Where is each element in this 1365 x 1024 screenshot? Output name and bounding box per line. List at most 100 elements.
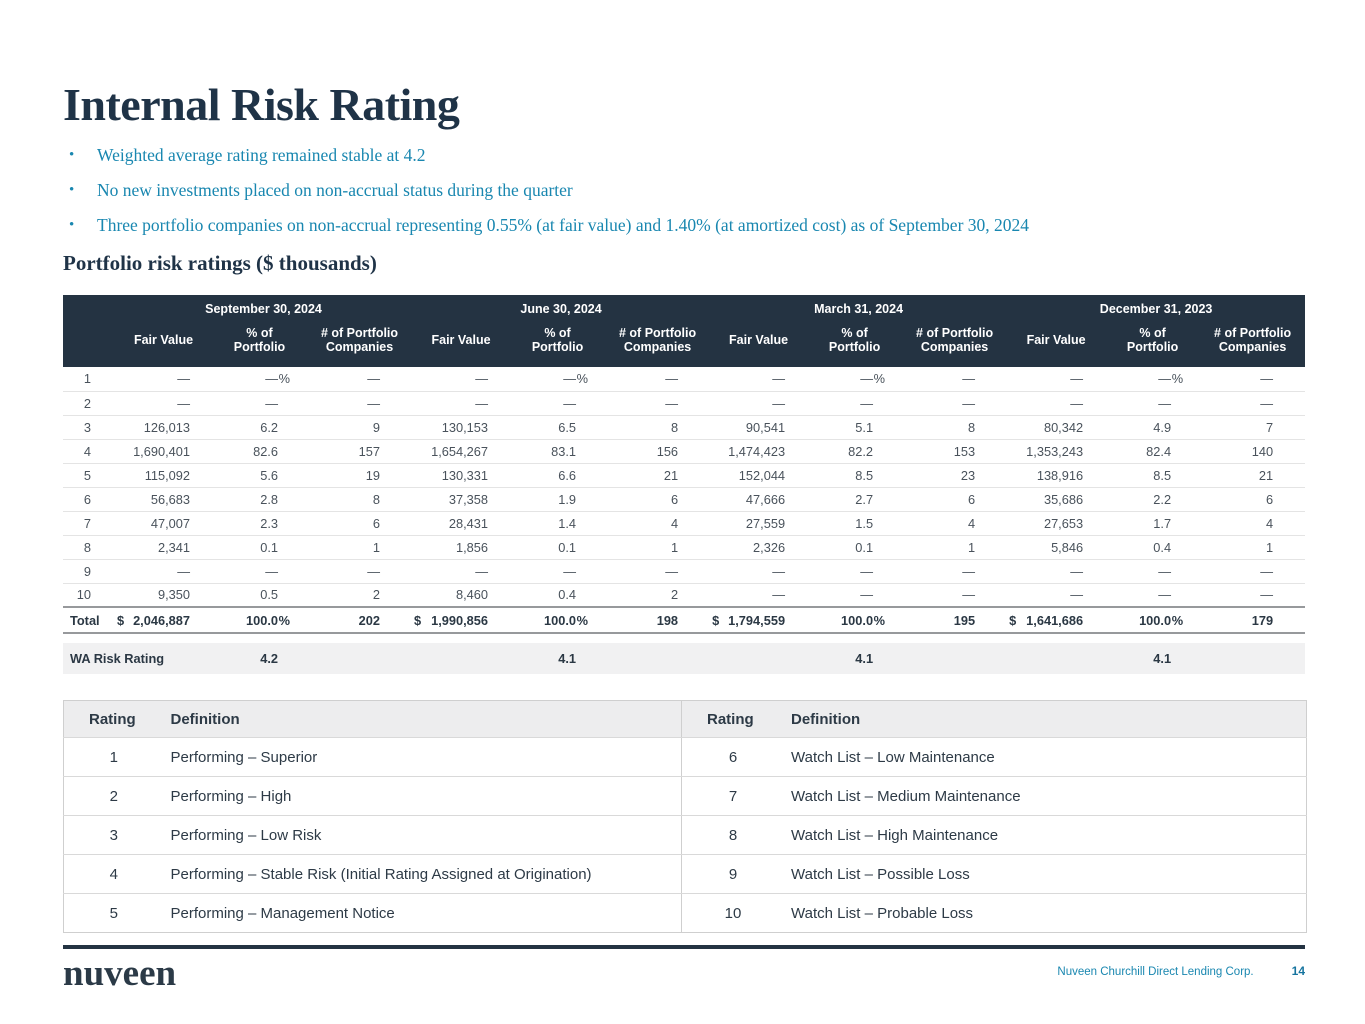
fair-value-cell: —: [1007, 559, 1106, 584]
risk-row-2: 2— — — — — — — — — — — —: [63, 391, 1306, 416]
pct-portfolio-cell: —%: [807, 367, 903, 392]
companies-cell: —: [605, 367, 711, 392]
rating-cell: 4: [63, 439, 115, 464]
definition-text-cell: Performing – Stable Risk (Initial Rating…: [163, 854, 682, 894]
corner-cell: [63, 295, 115, 317]
fair-value-cell: —: [115, 559, 212, 584]
fair-value-cell: 56,683: [115, 487, 212, 512]
pct-portfolio-cell: 5.1: [807, 415, 903, 440]
pct-portfolio-cell: 1.9: [510, 487, 606, 512]
pct-portfolio-cell: 0.4: [1105, 535, 1201, 560]
companies-cell: 4: [605, 511, 711, 536]
risk-row-5: 5 115,092 5.6 19 130,331 6.6 21 152,044 8.5 23 138…: [63, 463, 1306, 488]
risk-table-header: September 30, 2024 June 30, 2024 March 3…: [63, 295, 1306, 367]
fair-value-cell: 115,092: [115, 463, 212, 488]
definition-rating-cell: 6: [682, 737, 784, 777]
pct-portfolio-cell: 6.5: [510, 415, 606, 440]
bullet-text: Weighted average rating remained stable …: [97, 145, 426, 165]
fair-value-cell: 130,331: [412, 463, 511, 488]
companies-cell: —: [1200, 367, 1306, 392]
definition-text-cell: Performing – High: [163, 776, 682, 816]
definition-text-cell: Watch List – Possible Loss: [784, 854, 1306, 894]
fair-value-cell: 1,654,267: [412, 439, 511, 464]
column-header-pct-portfolio: % of Portfolio: [212, 317, 307, 367]
fair-value-cell: —: [710, 583, 808, 608]
bullet-list: • Weighted average rating remained stable…: [63, 144, 1323, 249]
fair-value-cell: —: [710, 559, 808, 584]
pct-portfolio-cell: 6.6: [510, 463, 606, 488]
companies-cell: 7: [1200, 415, 1306, 440]
pct-portfolio-cell: 5.6: [212, 463, 307, 488]
risk-table-body: 1— —% — — —% — — —% — — —% —2— — — — — — — — — — — —3 126,013 6.…: [63, 367, 1306, 674]
companies-cell: 8: [902, 415, 1008, 440]
rating-cell: 8: [63, 535, 115, 560]
total-companies-cell: 179: [1200, 606, 1306, 634]
page-title: Internal Risk Rating: [63, 79, 460, 130]
companies-cell: —: [605, 559, 711, 584]
pct-portfolio-cell: 82.4: [1105, 439, 1201, 464]
risk-row-3: 3 126,013 6.2 9 130,153 6.5 8 90,541 5.1 8 80,342 4…: [63, 415, 1306, 440]
wa-risk-rating-label: WA Risk Rating: [63, 643, 212, 674]
definition-table-right-body: 6 Watch List – Low Maintenance 7 Watch List…: [682, 737, 1306, 933]
companies-cell: 8: [605, 415, 711, 440]
definition-table-left: Rating Definition 1 Performing – Superior…: [63, 700, 682, 933]
column-header-fair-value: Fair Value: [115, 317, 212, 367]
definition-row-7: 7 Watch List – Medium Maintenance: [682, 776, 1306, 816]
definition-text-cell: Watch List – Low Maintenance: [784, 737, 1306, 777]
column-header-fair-value: Fair Value: [412, 317, 511, 367]
currency-symbol: $: [712, 612, 720, 628]
rating-cell: 10: [63, 583, 115, 608]
bullet-item: • No new investments placed on non-accrua…: [63, 179, 1323, 202]
fair-value-cell: 47,666: [710, 487, 808, 512]
column-header-num-companies: # of Portfolio Companies: [1200, 317, 1306, 367]
definition-column-header: Definition: [163, 700, 682, 738]
fair-value-cell: 27,653: [1007, 511, 1106, 536]
pct-portfolio-cell: —: [807, 559, 903, 584]
pct-portfolio-cell: 4.1: [1105, 643, 1201, 674]
definition-text-cell: Performing – Management Notice: [163, 893, 682, 933]
quarter-header-row: September 30, 2024 June 30, 2024 March 3…: [63, 295, 1306, 317]
definition-header-row: Rating Definition: [682, 700, 1306, 738]
bullet-icon: •: [69, 147, 75, 163]
pct-portfolio-cell: 6.2: [212, 415, 307, 440]
bullet-item: • Weighted average rating remained stable…: [63, 144, 1323, 167]
companies-cell: 157: [307, 439, 413, 464]
quarter-header: March 31, 2024: [710, 295, 1008, 317]
pct-portfolio-cell: —%: [1105, 367, 1201, 392]
pct-portfolio-cell: 4.2: [212, 643, 307, 674]
fair-value-cell: —: [115, 391, 212, 416]
company-name: Nuveen Churchill Direct Lending Corp.: [1057, 966, 1254, 978]
fair-value-cell: 28,431: [412, 511, 511, 536]
fair-value-cell: 35,686: [1007, 487, 1106, 512]
fair-value-cell: 80,342: [1007, 415, 1106, 440]
definition-row-2: 2 Performing – High: [63, 776, 682, 816]
definition-rating-cell: 2: [63, 776, 164, 816]
risk-row-8: 8 2,341 0.1 1 1,856 0.1 1 2,326 0.1 1 5,846 0.4 1: [63, 535, 1306, 560]
risk-row-7: 7 47,007 2.3 6 28,431 1.4 4 27,559 1.5 4 27,653 1.7…: [63, 511, 1306, 536]
definition-rating-cell: 8: [682, 815, 784, 855]
pct-portfolio-cell: 4.9: [1105, 415, 1201, 440]
pct-portfolio-cell: 4.1: [807, 643, 903, 674]
fair-value-cell: —: [412, 391, 511, 416]
companies-cell: 1: [307, 535, 413, 560]
pct-portfolio-cell: 82.6: [212, 439, 307, 464]
column-header-num-companies: # of Portfolio Companies: [902, 317, 1008, 367]
currency-symbol: $: [414, 612, 422, 628]
definition-row-4: 4 Performing – Stable Risk (Initial Ratin…: [63, 854, 682, 894]
currency-symbol: $: [1009, 612, 1017, 628]
pct-portfolio-cell: 2.3: [212, 511, 307, 536]
pct-portfolio-cell: —: [1105, 391, 1201, 416]
total-fair-value-cell: $2,046,887: [115, 606, 212, 634]
fair-value-cell: 126,013: [115, 415, 212, 440]
column-header-fair-value: Fair Value: [710, 317, 808, 367]
column-header-fair-value: Fair Value: [1007, 317, 1106, 367]
definition-row-5: 5 Performing – Management Notice: [63, 893, 682, 933]
pct-portfolio-cell: —%: [212, 367, 307, 392]
pct-portfolio-cell: 83.1: [510, 439, 606, 464]
pct-portfolio-cell: 1.4: [510, 511, 606, 536]
companies-cell: —: [307, 367, 413, 392]
bullet-item: • Three portfolio companies on non-accrua…: [63, 214, 1323, 237]
pct-portfolio-cell: 4.1: [510, 643, 606, 674]
fair-value-cell: 138,916: [1007, 463, 1106, 488]
pct-portfolio-cell: —: [212, 391, 307, 416]
